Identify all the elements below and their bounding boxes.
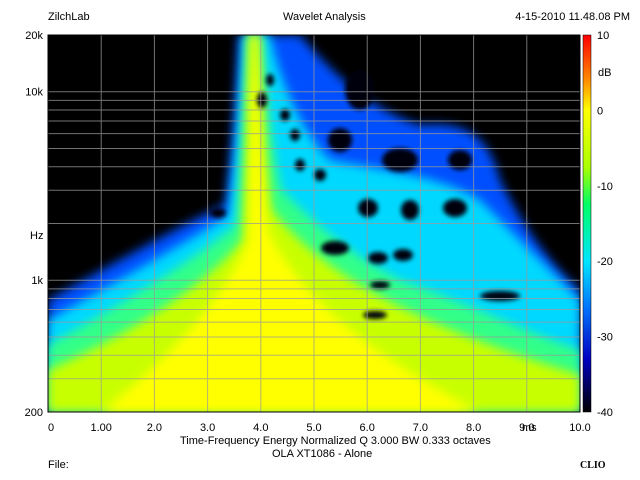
colorbar [582,34,592,413]
colorbar-tick-label: -20 [597,256,613,268]
plot-frame [47,34,581,413]
colorbar-tick-label: -40 [597,407,613,419]
x-tick-label: 7.0 [413,422,428,434]
y-tick-label: 200 [25,407,43,419]
colorbar-tick-label: 0 [597,105,603,117]
app-name: ZilchLab [48,11,90,23]
x-axis-unit: ms [522,422,537,434]
colorbar-tick-label: 10 [597,30,609,42]
y-axis: 200 1k 10k 20k [25,30,44,419]
x-tick-label: 4.0 [253,422,268,434]
brand-logo: CLIO [580,460,606,471]
y-tick-label: 10k [25,87,43,99]
colorbar-axis: 10 0 -10 -20 -30 -40 [597,30,613,419]
x-tick-label: 0 [48,422,54,434]
y-tick-label: 1k [31,275,43,287]
timestamp: 4-15-2010 11.48.08 PM [515,11,630,23]
colorbar-tick-label: -10 [597,181,613,193]
window-title: Wavelet Analysis [283,11,366,23]
x-tick-label: 3.0 [200,422,215,434]
x-tick-label: 2.0 [147,422,162,434]
file-label: File: [48,459,69,471]
chart-subtitle: Time-Frequency Energy Normalized Q 3.000… [180,435,491,447]
x-tick-label: 1.00 [90,422,111,434]
x-tick-label: 9.0 [519,422,534,434]
y-axis-label: Hz [30,230,44,242]
x-tick-label: 5.0 [306,422,321,434]
chart-caption: OLA XT1086 - Alone [272,448,373,460]
colorbar-tick-label: -30 [597,332,613,344]
y-tick-label: 20k [25,30,43,42]
x-tick-label: 10.0 [569,422,590,434]
colorbar-unit: dB [598,67,612,79]
x-axis: 0 1.00 2.0 3.0 4.0 5.0 6.0 7.0 8.0 9.0 10.0 [48,422,591,434]
x-tick-label: 8.0 [466,422,481,434]
plot-grid [47,34,581,412]
x-tick-label: 6.0 [360,422,375,434]
